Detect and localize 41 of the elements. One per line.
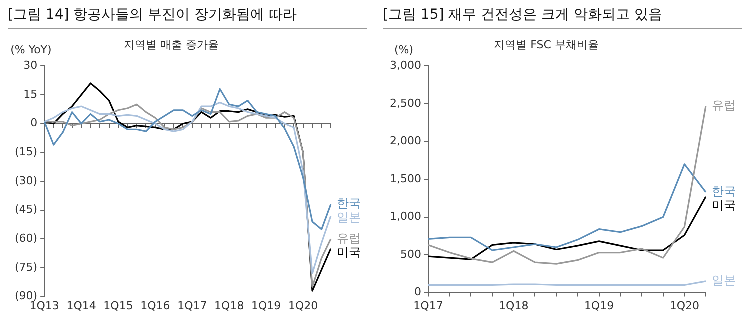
x-tick-label: 1Q19: [251, 299, 282, 312]
y-tick-label: 0: [30, 116, 38, 130]
y-axis-title: (% YoY): [10, 44, 52, 57]
y-tick-label: (30): [14, 174, 38, 188]
chart-subtitle: 지역별 FSC 부채비율: [494, 38, 599, 52]
y-axis-title: (%): [394, 44, 414, 57]
y-tick-label: (75): [14, 260, 38, 274]
series-label: 유럽: [337, 231, 361, 246]
series-label: 일본: [337, 210, 361, 225]
y-tick-label: 0: [414, 286, 422, 299]
y-tick-label: (60): [14, 232, 38, 246]
x-tick-label: 1Q16: [140, 299, 170, 312]
x-tick-label: 1Q17: [178, 299, 208, 312]
y-tick-label: 2,000: [390, 134, 422, 148]
series-label: 미국: [712, 198, 736, 212]
y-tick-label: 15: [24, 88, 38, 101]
x-tick-label: 1Q14: [66, 299, 96, 312]
y-tick-label: 30: [24, 59, 38, 72]
x-tick-label: 1Q17: [414, 299, 444, 312]
x-tick-label: 1Q19: [584, 299, 614, 312]
x-tick-label: 1Q18: [499, 299, 529, 312]
series-label: 유럽: [712, 98, 736, 112]
series-label: 미국: [337, 245, 361, 260]
series-label: 한국: [712, 184, 736, 198]
y-tick-label: 3,000: [390, 59, 422, 72]
y-tick-label: (15): [14, 146, 38, 159]
y-tick-label: 1,500: [390, 172, 422, 186]
chart-subtitle: 지역별 매출 증가율: [124, 38, 219, 52]
series-label: 일본: [712, 274, 736, 288]
y-tick-label: 500: [400, 248, 422, 261]
y-tick-label: 1,000: [390, 210, 422, 224]
y-tick-label: (45): [14, 203, 38, 216]
y-tick-label: (90): [14, 290, 38, 303]
y-tick-label: 2,500: [390, 96, 422, 110]
x-tick-label: 1Q18: [214, 299, 244, 312]
x-tick-label: 1Q20: [288, 299, 318, 312]
series-label: 한국: [337, 196, 361, 211]
x-tick-label: 1Q15: [104, 299, 134, 312]
x-tick-label: 1Q20: [670, 299, 700, 312]
chart-title: [그림 15] 재무 건전성은 크게 악화되고 있음: [383, 6, 742, 29]
chart-title: [그림 14] 항공사들의 부진이 장기화됨에 따라: [8, 6, 367, 29]
